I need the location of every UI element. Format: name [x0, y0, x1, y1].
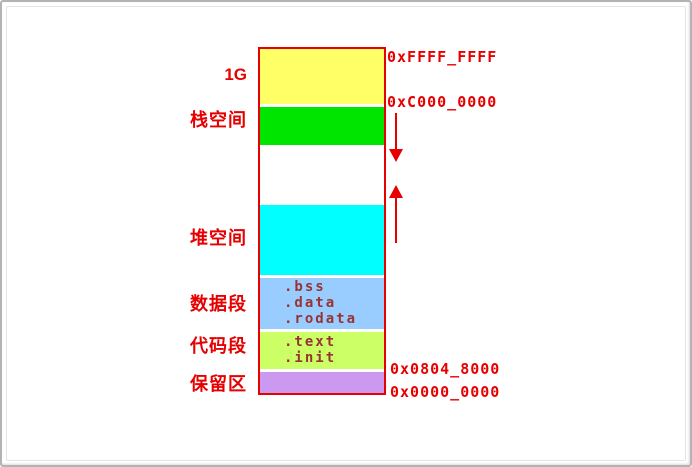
section-data: .data: [284, 295, 337, 311]
kernel-size-label: 1G: [224, 65, 247, 84]
section-text: .text: [284, 334, 337, 350]
heap-label: 堆空间: [190, 228, 247, 248]
stack-growth-arrow-shaft: [395, 113, 397, 151]
heap-growth-arrow-shaft: [395, 197, 397, 243]
segment-kernel-space: [260, 49, 384, 104]
arrow-up-icon: [389, 185, 403, 198]
stack-label: 栈空间: [190, 110, 247, 130]
section-bss: .bss: [284, 279, 326, 295]
address-top: 0xFFFF_FFFF: [387, 48, 498, 66]
data-segment-label: 数据段: [190, 294, 247, 314]
segment-data: [260, 278, 384, 329]
address-bottom: 0x0000_0000: [390, 383, 501, 401]
section-init: .init: [284, 350, 337, 366]
reserved-area-label: 保留区: [190, 374, 247, 394]
address-kernel-base: 0xC000_0000: [387, 93, 498, 111]
segment-heap: [260, 205, 384, 275]
address-text-base: 0x0804_8000: [390, 360, 501, 378]
segment-reserved: [260, 372, 384, 393]
arrow-down-icon: [389, 149, 403, 162]
segment-stack: [260, 107, 384, 145]
code-segment-label: 代码段: [190, 336, 247, 356]
section-rodata: .rodata: [284, 311, 358, 327]
segment-code: [260, 332, 384, 369]
